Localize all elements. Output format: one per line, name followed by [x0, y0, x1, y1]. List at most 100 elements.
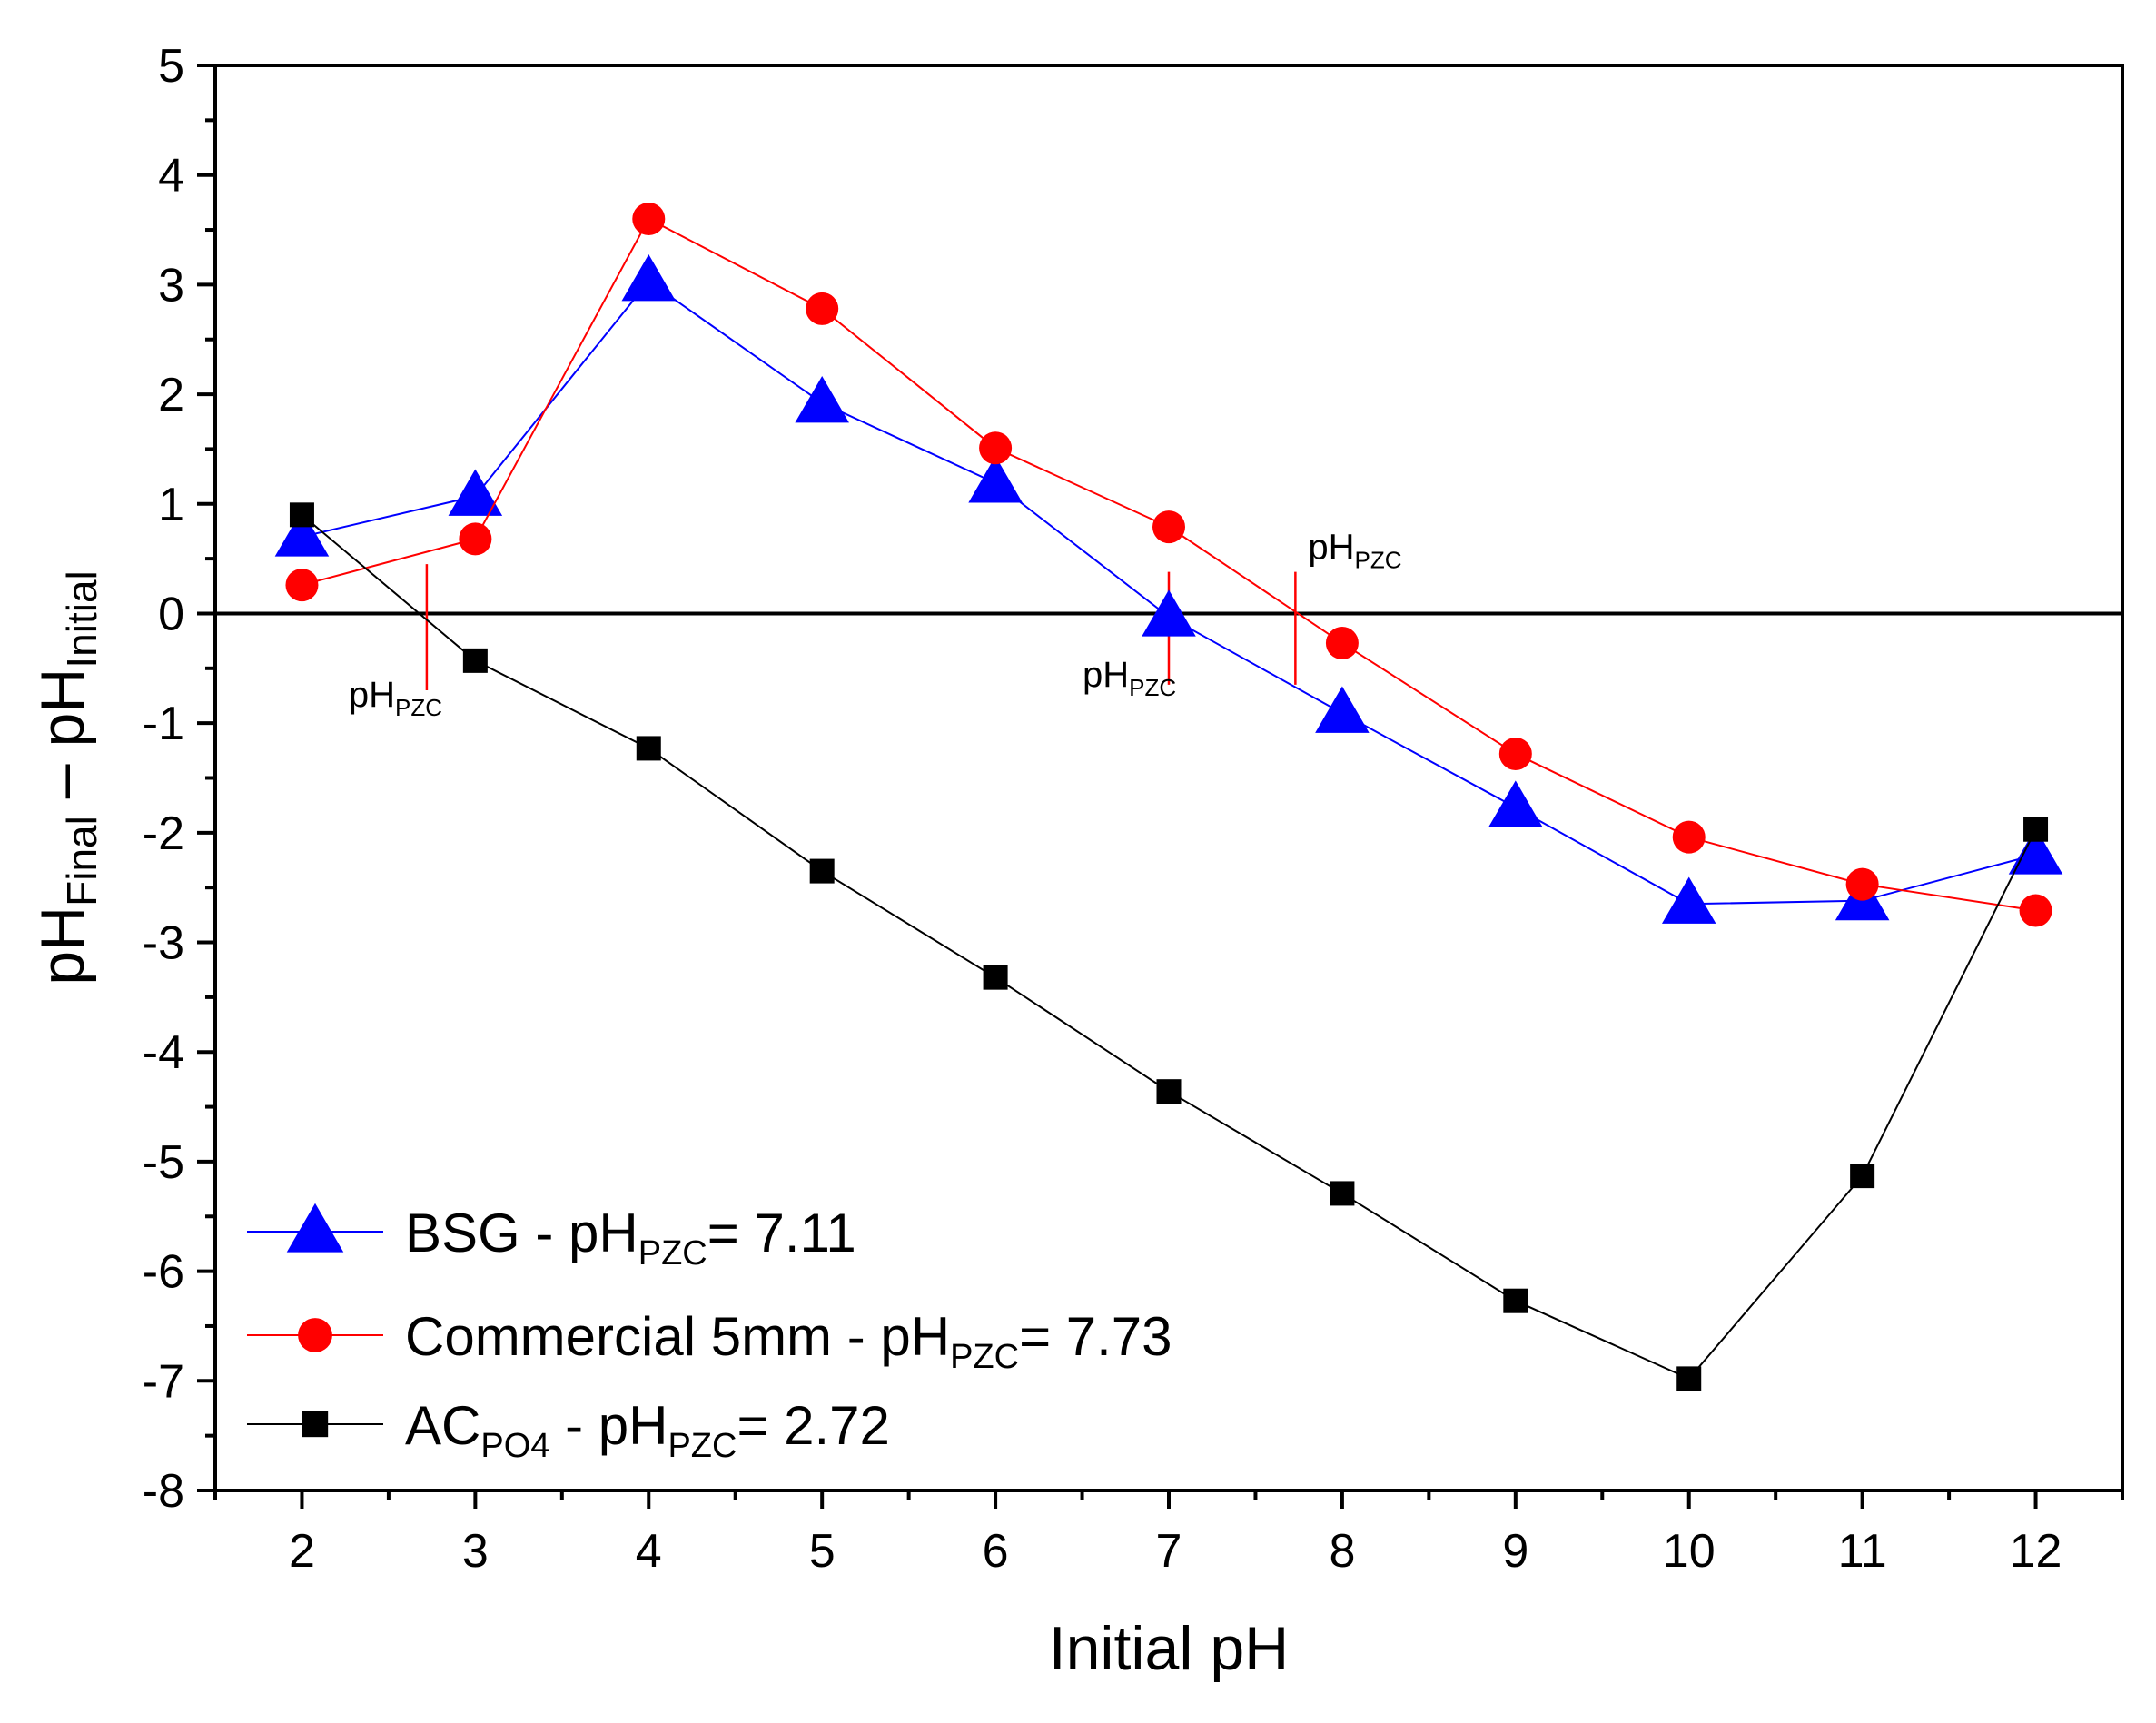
- pzc-annotation-label: pHPZC: [1083, 655, 1176, 701]
- legend-prefix: Commercial 5mm - pH: [405, 1306, 950, 1367]
- data-point-bsg: [795, 375, 849, 423]
- x-tick-label: 4: [636, 1525, 662, 1578]
- annot-base: pH: [1308, 528, 1354, 568]
- legend-sub-pzc: PZC: [668, 1427, 737, 1465]
- plot-area-frame: [213, 64, 2124, 1492]
- x-tick-label: 2: [289, 1525, 315, 1578]
- series-line-commercial: [302, 217, 2036, 912]
- annot-sub: PZC: [1129, 674, 1176, 701]
- data-point-acpo4: [1503, 1288, 1528, 1313]
- legend-prefix: BSG - pH: [405, 1203, 638, 1263]
- legend-label: BSG - pHPZC= 7.11: [405, 1203, 856, 1272]
- x-tick-label: 9: [1502, 1525, 1528, 1578]
- data-point-commercial: [1845, 867, 1879, 901]
- y-tick-label: -4: [143, 1026, 184, 1079]
- y-tick-label: 4: [158, 150, 184, 203]
- legend-sub-pzc: PZC: [950, 1338, 1019, 1376]
- x-tick-label: 7: [1156, 1525, 1182, 1578]
- data-point-acpo4: [636, 736, 661, 761]
- data-point-commercial: [285, 569, 319, 602]
- data-point-bsg: [968, 456, 1023, 503]
- pzc-annotation-label: pHPZC: [349, 675, 442, 721]
- legend-sub-po4: PO4: [480, 1427, 549, 1465]
- x-tick-label: 8: [1329, 1525, 1355, 1578]
- y-tick-label: -7: [143, 1355, 184, 1408]
- data-point-bsg: [1661, 876, 1716, 924]
- legend-suffix: = 7.11: [707, 1203, 856, 1263]
- data-point-acpo4: [2023, 817, 2049, 842]
- y-tick-label: -2: [143, 807, 184, 860]
- y-title-sub-final: Final: [58, 816, 105, 906]
- data-point-acpo4: [289, 502, 314, 528]
- legend-label: ACPO4 - pHPZC= 2.72: [405, 1395, 890, 1465]
- x-axis-ticks: 2 3 4 5 6 7 8 9 10 11 12: [213, 1490, 2124, 1578]
- y-tick-label: 2: [158, 369, 184, 421]
- data-point-bsg: [448, 469, 503, 516]
- data-point-acpo4: [983, 965, 1008, 990]
- legend-marker: [302, 1411, 329, 1438]
- x-tick-label: 6: [983, 1525, 1009, 1578]
- legend-label: Commercial 5mm - pHPZC= 7.73: [405, 1306, 1172, 1376]
- legend-marker: [298, 1318, 332, 1352]
- y-axis-ticks: 5 4 3 2 1 0 -1 -2 -3 -4 -5 -6 -7 -8: [143, 40, 215, 1518]
- x-tick-label: 3: [462, 1525, 489, 1578]
- legend-suffix: = 7.73: [1019, 1306, 1172, 1367]
- data-point-commercial: [1152, 510, 1185, 544]
- data-point-acpo4: [1676, 1366, 1702, 1391]
- series-acpo4: [289, 502, 2049, 1391]
- data-point-commercial: [1498, 737, 1532, 770]
- data-series: [274, 202, 2063, 1391]
- data-point-bsg: [621, 254, 677, 302]
- annot-base: pH: [349, 675, 395, 715]
- pzc-annotation-label: pHPZC: [1308, 528, 1401, 574]
- data-point-bsg: [1142, 589, 1196, 637]
- annot-sub: PZC: [1355, 547, 1402, 574]
- y-tick-label: -5: [143, 1136, 184, 1189]
- y-tick-label: -3: [143, 917, 184, 970]
- x-tick-label: 5: [809, 1525, 836, 1578]
- data-point-commercial: [979, 431, 1013, 465]
- y-tick-label: 0: [158, 588, 184, 640]
- legend-item-acpo4: ACPO4 - pHPZC= 2.72: [247, 1395, 890, 1465]
- series-commercial: [285, 202, 2052, 927]
- data-point-commercial: [459, 522, 492, 556]
- y-axis-title: pHFinal – pHInitial: [28, 570, 105, 985]
- data-point-bsg: [1315, 686, 1370, 733]
- data-point-acpo4: [1156, 1079, 1182, 1104]
- y-tick-label: 5: [158, 40, 184, 93]
- data-point-commercial: [1672, 820, 1706, 854]
- x-tick-label: 10: [1663, 1525, 1716, 1578]
- data-point-commercial: [1325, 627, 1359, 660]
- y-title-sub-initial: Initial: [58, 570, 105, 668]
- data-point-commercial: [2019, 894, 2052, 927]
- x-tick-label: 11: [1838, 1525, 1887, 1578]
- legend-item-commercial: Commercial 5mm - pHPZC= 7.73: [247, 1306, 1172, 1376]
- y-tick-label: 3: [158, 259, 184, 312]
- data-point-bsg: [1488, 780, 1543, 827]
- data-point-commercial: [632, 202, 666, 235]
- legend-marker: [286, 1203, 344, 1253]
- legend-prefix: AC: [405, 1395, 480, 1456]
- y-tick-label: -8: [143, 1465, 184, 1518]
- legend-middle: - pH: [549, 1395, 668, 1456]
- legend-item-bsg: BSG - pHPZC= 7.11: [247, 1203, 856, 1272]
- y-tick-label: -1: [143, 698, 184, 750]
- y-title-base: pH: [28, 906, 97, 985]
- legend-suffix: = 2.72: [737, 1395, 890, 1456]
- y-tick-label: -6: [143, 1246, 184, 1299]
- data-point-acpo4: [809, 858, 835, 884]
- data-point-acpo4: [462, 648, 488, 673]
- data-point-bsg: [2008, 827, 2063, 875]
- y-tick-label: 1: [158, 479, 184, 531]
- data-point-acpo4: [1330, 1181, 1355, 1206]
- legend-sub-pzc: PZC: [638, 1234, 707, 1272]
- x-axis-title: Initial pH: [1049, 1614, 1290, 1683]
- x-tick-label: 12: [2010, 1525, 2062, 1578]
- data-point-bsg: [274, 510, 330, 557]
- data-point-acpo4: [1850, 1164, 1875, 1189]
- y-title-middle: – pH: [28, 668, 97, 817]
- annot-sub: PZC: [395, 694, 442, 721]
